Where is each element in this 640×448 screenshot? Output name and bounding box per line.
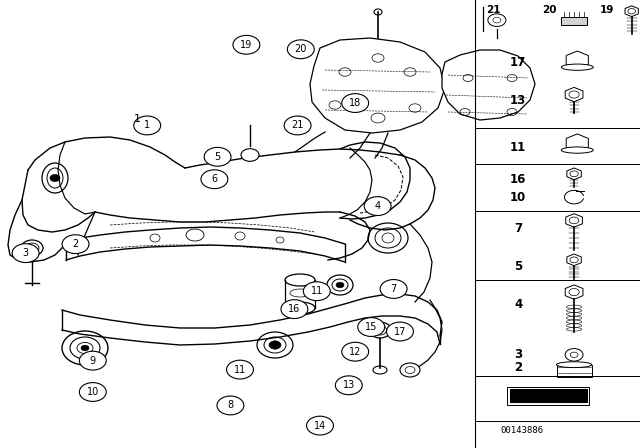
Bar [510,389,587,402]
Text: 9: 9 [90,356,96,366]
Circle shape [342,342,369,361]
Text: 16: 16 [510,172,527,186]
Text: 16: 16 [288,304,301,314]
Ellipse shape [374,9,382,15]
Text: 20: 20 [542,5,557,15]
Ellipse shape [62,331,108,365]
Text: 3: 3 [22,248,29,258]
Circle shape [50,175,60,181]
Circle shape [79,351,106,370]
Text: 4: 4 [515,298,523,311]
Circle shape [303,282,330,301]
Text: 19: 19 [240,40,253,50]
Circle shape [233,35,260,54]
Circle shape [488,14,506,26]
Text: 12: 12 [349,347,362,357]
Ellipse shape [42,163,68,193]
Ellipse shape [561,147,593,153]
Polygon shape [310,38,445,133]
Circle shape [281,300,308,319]
Circle shape [358,318,385,336]
Ellipse shape [21,240,43,256]
Circle shape [307,416,333,435]
Text: 18: 18 [349,98,362,108]
Ellipse shape [257,332,293,358]
Circle shape [241,149,259,161]
Text: 15: 15 [365,322,378,332]
Ellipse shape [368,223,408,253]
Circle shape [342,94,369,112]
Ellipse shape [561,64,593,70]
Circle shape [380,280,407,298]
Ellipse shape [186,229,204,241]
Circle shape [269,341,281,349]
Text: 7: 7 [390,284,397,294]
Text: 00143886: 00143886 [500,426,543,435]
Text: 4: 4 [374,201,381,211]
Text: 7: 7 [515,222,523,235]
Circle shape [565,349,583,361]
Ellipse shape [373,366,387,374]
Text: 6: 6 [211,174,218,184]
Text: 10: 10 [510,190,526,204]
Ellipse shape [557,362,592,367]
Circle shape [335,376,362,395]
Text: 13: 13 [510,94,526,108]
Bar [557,365,592,377]
Text: 11: 11 [510,141,526,155]
Text: 3: 3 [515,348,523,362]
Text: 2: 2 [72,239,79,249]
Circle shape [387,322,413,341]
Circle shape [400,363,420,377]
Bar [507,387,589,405]
Circle shape [77,342,93,353]
Text: 20: 20 [294,44,307,54]
Ellipse shape [369,322,391,338]
Circle shape [284,116,311,135]
Circle shape [204,147,231,166]
Text: 5: 5 [214,152,221,162]
Text: 17: 17 [510,56,526,69]
Text: 2: 2 [515,361,523,374]
Circle shape [217,396,244,415]
Circle shape [227,360,253,379]
Text: 21: 21 [291,121,304,130]
Bar [561,17,587,25]
Ellipse shape [285,274,315,286]
Circle shape [81,345,89,351]
Text: 14: 14 [314,421,326,431]
Text: 19: 19 [600,5,614,15]
Ellipse shape [327,275,353,295]
Text: 8: 8 [227,401,234,410]
Circle shape [134,116,161,135]
Circle shape [79,383,106,401]
Text: 17: 17 [394,327,406,336]
Text: 11: 11 [310,286,323,296]
Text: 1: 1 [144,121,150,130]
Text: 10: 10 [86,387,99,397]
Polygon shape [442,50,535,120]
Text: 1: 1 [134,114,141,124]
Ellipse shape [285,302,315,314]
Circle shape [336,282,344,288]
Text: 21: 21 [486,5,501,15]
Circle shape [364,197,391,215]
Circle shape [287,40,314,59]
Text: 5: 5 [515,260,523,273]
Circle shape [201,170,228,189]
Circle shape [12,244,39,263]
Text: 11: 11 [234,365,246,375]
Circle shape [62,235,89,254]
Text: 13: 13 [342,380,355,390]
